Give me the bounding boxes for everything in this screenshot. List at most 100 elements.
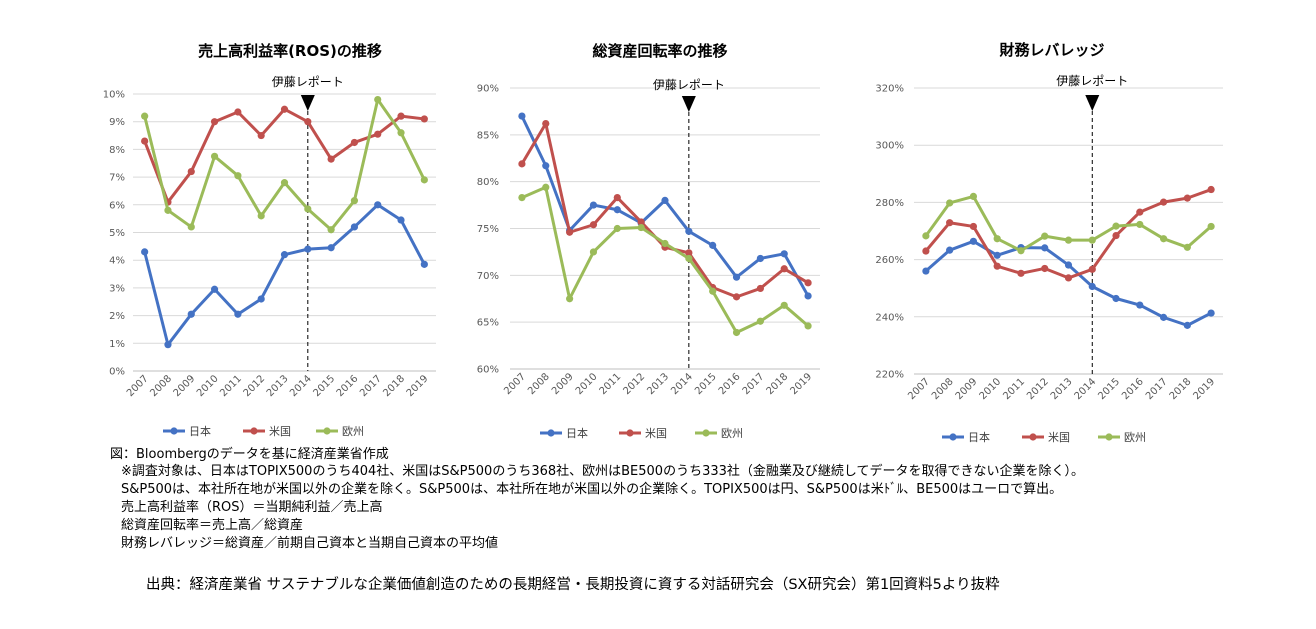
data-point	[922, 247, 930, 255]
x-tick-label: 2007	[502, 371, 528, 397]
data-point	[1017, 247, 1025, 255]
data-point	[234, 172, 242, 180]
data-point	[350, 223, 359, 231]
data-point	[993, 262, 1001, 270]
x-tick-label: 2008	[526, 371, 552, 397]
legend-marker	[626, 429, 634, 437]
x-tick-label: 2007	[906, 376, 932, 402]
y-tick-label: 280%	[875, 198, 904, 209]
y-tick-label: 2%	[109, 311, 125, 322]
data-point	[518, 112, 526, 120]
data-point	[518, 193, 526, 202]
y-tick-label: 75%	[477, 224, 499, 235]
data-point	[141, 137, 149, 145]
data-point	[374, 95, 382, 104]
y-tick-label: 1%	[109, 339, 125, 350]
data-point	[1183, 194, 1191, 202]
data-point	[661, 239, 669, 248]
x-tick-label: 2016	[335, 373, 361, 399]
data-point	[420, 260, 428, 268]
data-point	[1207, 222, 1215, 231]
data-point	[257, 295, 265, 303]
annotation-label: 伊藤レポート	[1056, 74, 1128, 88]
data-point	[589, 248, 598, 256]
data-point	[804, 292, 812, 300]
y-tick-label: 90%	[477, 84, 499, 95]
data-point	[1088, 282, 1096, 291]
data-point	[1064, 261, 1073, 269]
data-point	[804, 322, 812, 330]
data-point	[969, 237, 978, 245]
y-tick-label: 220%	[875, 370, 904, 381]
series-1	[922, 237, 1215, 329]
series-line	[143, 203, 426, 347]
data-point	[613, 206, 621, 214]
y-tick-label: 80%	[477, 177, 499, 188]
x-tick-label: 2013	[265, 373, 291, 399]
legend-label: 米国	[269, 425, 291, 438]
data-point	[732, 293, 741, 301]
data-point	[257, 212, 265, 220]
data-point	[589, 201, 598, 209]
y-tick-label: 8%	[109, 145, 125, 156]
data-point	[804, 279, 812, 287]
note-line-4: 売上高利益率（ROS）＝当期純利益／売上高	[121, 500, 383, 515]
y-tick-label: 260%	[875, 255, 904, 266]
series-line	[924, 239, 1212, 327]
source-credit: 出典：経済産業省 サステナブルな企業価値創造のための長期経営・長期投資に資する対…	[146, 577, 1000, 593]
data-point	[946, 246, 954, 254]
data-point	[542, 119, 550, 128]
data-point	[1112, 231, 1120, 240]
x-tick-label: 2010	[978, 376, 1004, 402]
x-tick-label: 2012	[621, 371, 647, 397]
data-point	[732, 328, 741, 337]
data-point	[1088, 236, 1096, 244]
data-point	[327, 226, 335, 234]
data-point	[1183, 243, 1191, 251]
chart-title: 財務レバレッジ	[998, 41, 1104, 59]
chart-title: 売上高利益率(ROS)の推移	[198, 42, 382, 60]
note-line-2: ※調査対象は、日本はTOPIX500のうち404社、米国はS&P500のうち36…	[121, 464, 1084, 479]
annotation-marker	[1085, 95, 1100, 111]
series-line	[143, 98, 426, 232]
legend-marker	[250, 427, 258, 435]
data-point	[1112, 222, 1120, 230]
data-point	[1112, 294, 1120, 303]
data-point	[969, 222, 978, 231]
data-point	[780, 301, 788, 309]
series-2	[141, 105, 428, 206]
x-tick-label: 2009	[954, 376, 980, 402]
data-point	[709, 287, 717, 295]
chart-3: 財務レバレッジ220%240%260%280%300%320%200720082…	[875, 41, 1223, 444]
data-point	[993, 251, 1001, 259]
data-point	[756, 317, 764, 325]
annotation-marker	[681, 96, 696, 112]
x-tick-label: 2009	[172, 373, 198, 399]
data-point	[374, 130, 382, 138]
data-point	[613, 193, 621, 202]
data-point	[732, 273, 741, 281]
data-point	[1017, 269, 1025, 277]
legend-label: 欧州	[342, 425, 364, 438]
data-point	[1159, 198, 1168, 206]
x-tick-label: 2011	[218, 373, 244, 399]
data-point	[1041, 232, 1049, 240]
x-tick-label: 2008	[930, 376, 956, 402]
data-point	[1207, 185, 1215, 194]
data-point	[780, 250, 788, 258]
legend-label: 日本	[566, 426, 588, 440]
legend-marker	[170, 427, 178, 435]
data-point	[922, 232, 930, 240]
data-point	[613, 224, 621, 233]
data-point	[141, 112, 149, 120]
data-point	[280, 105, 289, 113]
x-tick-label: 2008	[148, 373, 174, 399]
y-tick-label: 0%	[109, 367, 125, 378]
data-point	[141, 248, 149, 256]
y-tick-label: 4%	[109, 256, 125, 267]
x-tick-label: 2011	[1001, 376, 1027, 402]
data-point	[1041, 244, 1049, 252]
y-tick-label: 320%	[875, 84, 904, 95]
y-tick-label: 10%	[103, 90, 125, 101]
